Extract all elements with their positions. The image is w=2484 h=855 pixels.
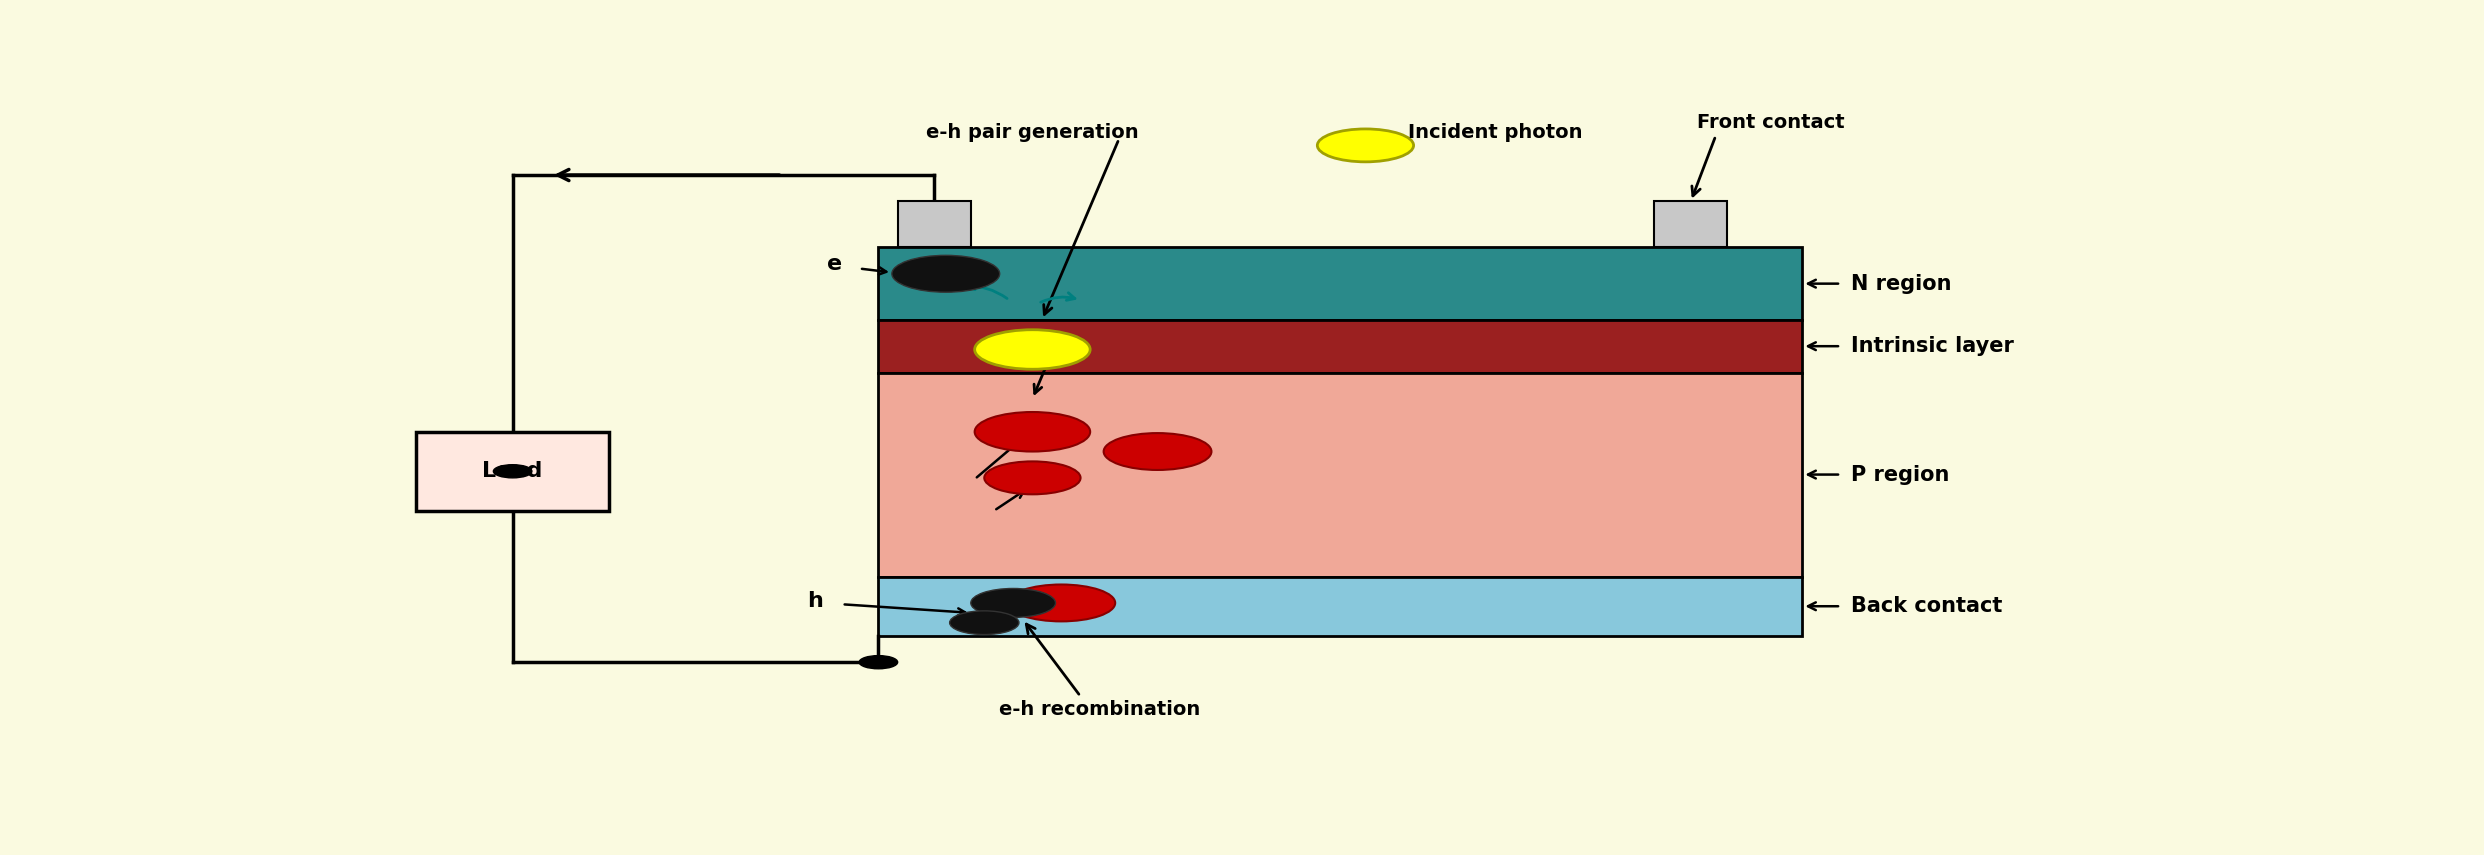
Circle shape (949, 610, 1018, 634)
Text: Incident photon: Incident photon (1408, 123, 1582, 142)
FancyBboxPatch shape (879, 576, 1803, 636)
Text: Back contact: Back contact (1851, 596, 2002, 616)
Text: Intrinsic layer: Intrinsic layer (1851, 336, 2015, 357)
Circle shape (494, 465, 532, 478)
FancyBboxPatch shape (897, 201, 971, 247)
Text: e-h pair generation: e-h pair generation (927, 123, 1138, 142)
Circle shape (1317, 129, 1413, 162)
FancyBboxPatch shape (417, 432, 609, 510)
Circle shape (974, 412, 1090, 451)
Text: P region: P region (1851, 464, 1950, 485)
Circle shape (1009, 585, 1115, 622)
FancyBboxPatch shape (1654, 201, 1726, 247)
Circle shape (984, 462, 1081, 494)
Text: e: e (827, 254, 842, 274)
Text: e-h recombination: e-h recombination (999, 700, 1200, 719)
Circle shape (971, 588, 1056, 617)
Text: Load: Load (482, 462, 544, 481)
Circle shape (892, 256, 999, 292)
FancyBboxPatch shape (879, 373, 1803, 576)
Text: Front contact: Front contact (1697, 113, 1843, 132)
Text: N region: N region (1851, 274, 1950, 293)
Circle shape (974, 330, 1090, 369)
Text: h: h (807, 591, 822, 611)
FancyBboxPatch shape (879, 320, 1803, 373)
Circle shape (859, 656, 897, 669)
FancyBboxPatch shape (879, 247, 1803, 320)
Circle shape (1103, 433, 1212, 470)
